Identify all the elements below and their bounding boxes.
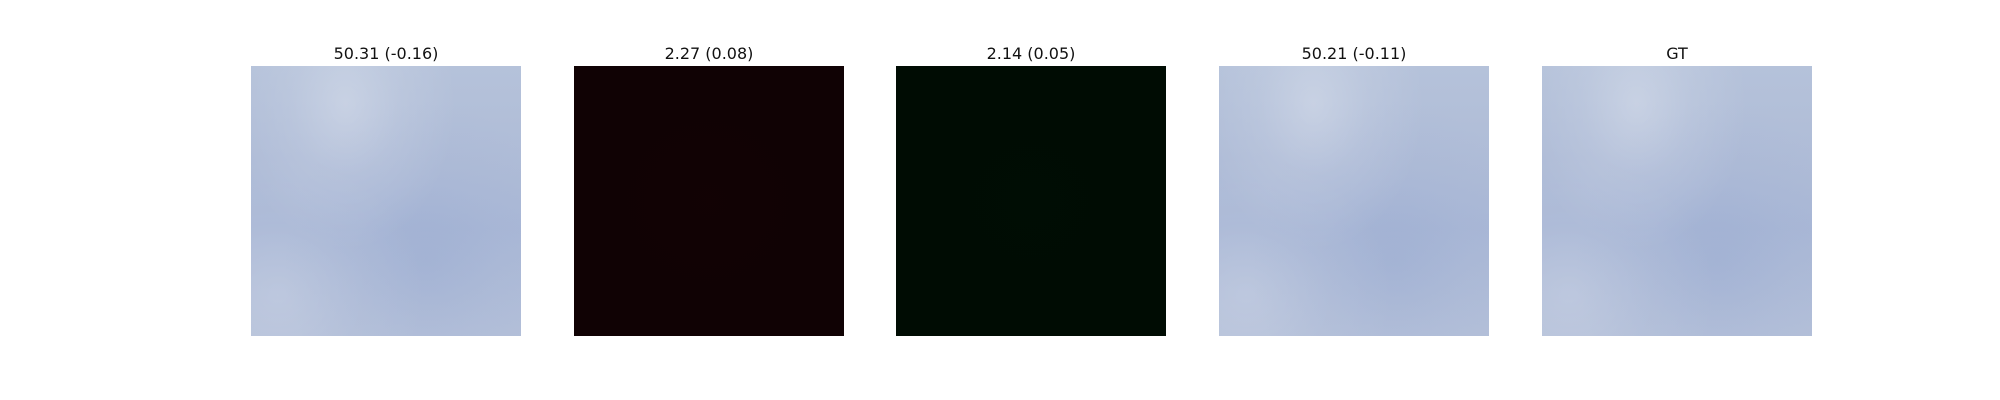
panel-4: 50.21 (-0.11) — [1219, 42, 1489, 336]
panel-3: 2.14 (0.05) — [896, 42, 1166, 336]
panel-2-image — [574, 66, 844, 336]
panel-1-title: 50.31 (-0.16) — [333, 44, 439, 63]
panel-1: 50.31 (-0.16) — [251, 42, 521, 336]
panel-2: 2.27 (0.08) — [574, 42, 844, 336]
panel-2-title: 2.27 (0.08) — [664, 44, 754, 63]
panel-4-title: 50.21 (-0.11) — [1301, 44, 1407, 63]
panel-1-image — [251, 66, 521, 336]
panel-4-image — [1219, 66, 1489, 336]
panel-5-title: GT — [1666, 44, 1688, 63]
panel-3-image — [896, 66, 1166, 336]
panel-5-image — [1542, 66, 1812, 336]
panel-3-title: 2.14 (0.05) — [986, 44, 1076, 63]
panel-5: GT — [1542, 42, 1812, 336]
